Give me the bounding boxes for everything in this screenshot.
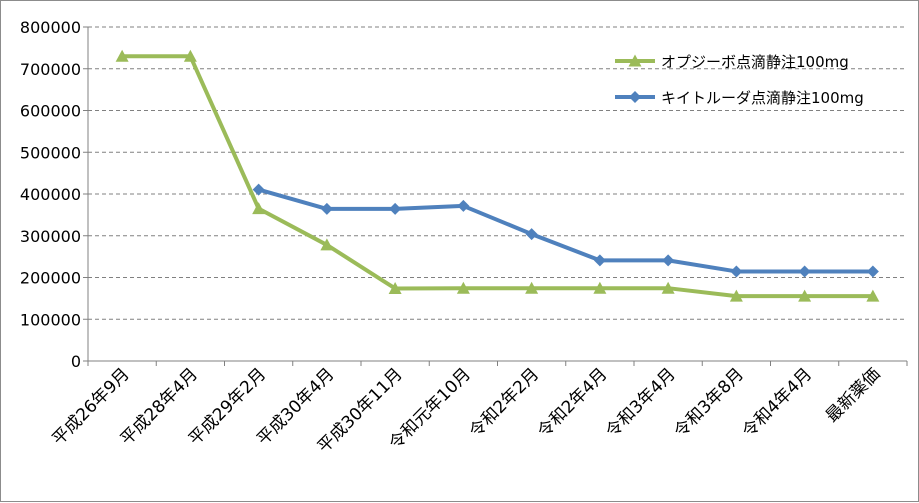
legend-swatch-marker [629, 91, 641, 103]
x-tick-label: 令和3年8月 [670, 364, 748, 442]
data-point [252, 202, 266, 215]
y-tick-label: 0 [71, 352, 81, 371]
y-tick-labels: 0 100000 200000 300000 400000 500000 600000 700… [20, 18, 81, 371]
x-tick-label: 最新薬価 [822, 364, 884, 426]
series-1 [115, 49, 880, 302]
data-point [798, 289, 812, 302]
y-tick-label: 300000 [20, 227, 81, 246]
series-line [258, 187, 873, 274]
grid-lines [88, 26, 907, 320]
legend-swatch-marker [628, 54, 642, 67]
y-tick-label: 800000 [20, 18, 81, 37]
data-point [593, 281, 607, 294]
data-point [320, 202, 333, 215]
y-tick-label: 500000 [20, 143, 81, 162]
x-tick-label: 令和4年4月 [739, 364, 817, 442]
x-tick-label: 令和3年4月 [602, 364, 680, 442]
legend-label: キイトルーダ点滴静注100mg [661, 89, 864, 107]
axes [83, 26, 908, 366]
legend-entry: オプジーボ点滴静注100mg [615, 53, 849, 71]
data-point [456, 281, 470, 294]
series-2 [252, 183, 879, 278]
series-line [122, 54, 873, 299]
data-point [662, 254, 675, 267]
data-point [798, 265, 811, 278]
legend: オプジーボ点滴静注100mg キイトルーダ点滴静注100mg [615, 53, 864, 107]
data-point [730, 265, 743, 278]
y-tick-label: 400000 [20, 185, 81, 204]
data-point [661, 281, 675, 294]
y-tick-label: 700000 [20, 60, 81, 79]
data-point [866, 289, 880, 302]
data-point [183, 49, 197, 62]
legend-entry: キイトルーダ点滴静注100mg [615, 89, 864, 107]
data-point [388, 281, 402, 294]
x-tick-label: 令和2年2月 [466, 364, 544, 442]
data-point [729, 289, 743, 302]
y-tick-label: 100000 [20, 310, 81, 329]
data-point [866, 265, 879, 278]
data-point [252, 183, 265, 196]
data-point [320, 238, 334, 251]
data-point [525, 228, 538, 241]
series [115, 49, 880, 302]
y-tick-label: 600000 [20, 102, 81, 121]
data-point [457, 199, 470, 212]
legend-label: オプジーボ点滴静注100mg [661, 53, 849, 71]
data-point [389, 202, 402, 215]
x-tick-label: 令和2年4月 [534, 364, 612, 442]
x-tick-labels: 平成26年9月平成28年4月平成29年2月平成30年4月平成30年11月令和元年… [48, 364, 884, 457]
data-point [593, 254, 606, 267]
data-point [525, 281, 539, 294]
y-tick-label: 200000 [20, 269, 81, 288]
data-point [115, 49, 129, 62]
